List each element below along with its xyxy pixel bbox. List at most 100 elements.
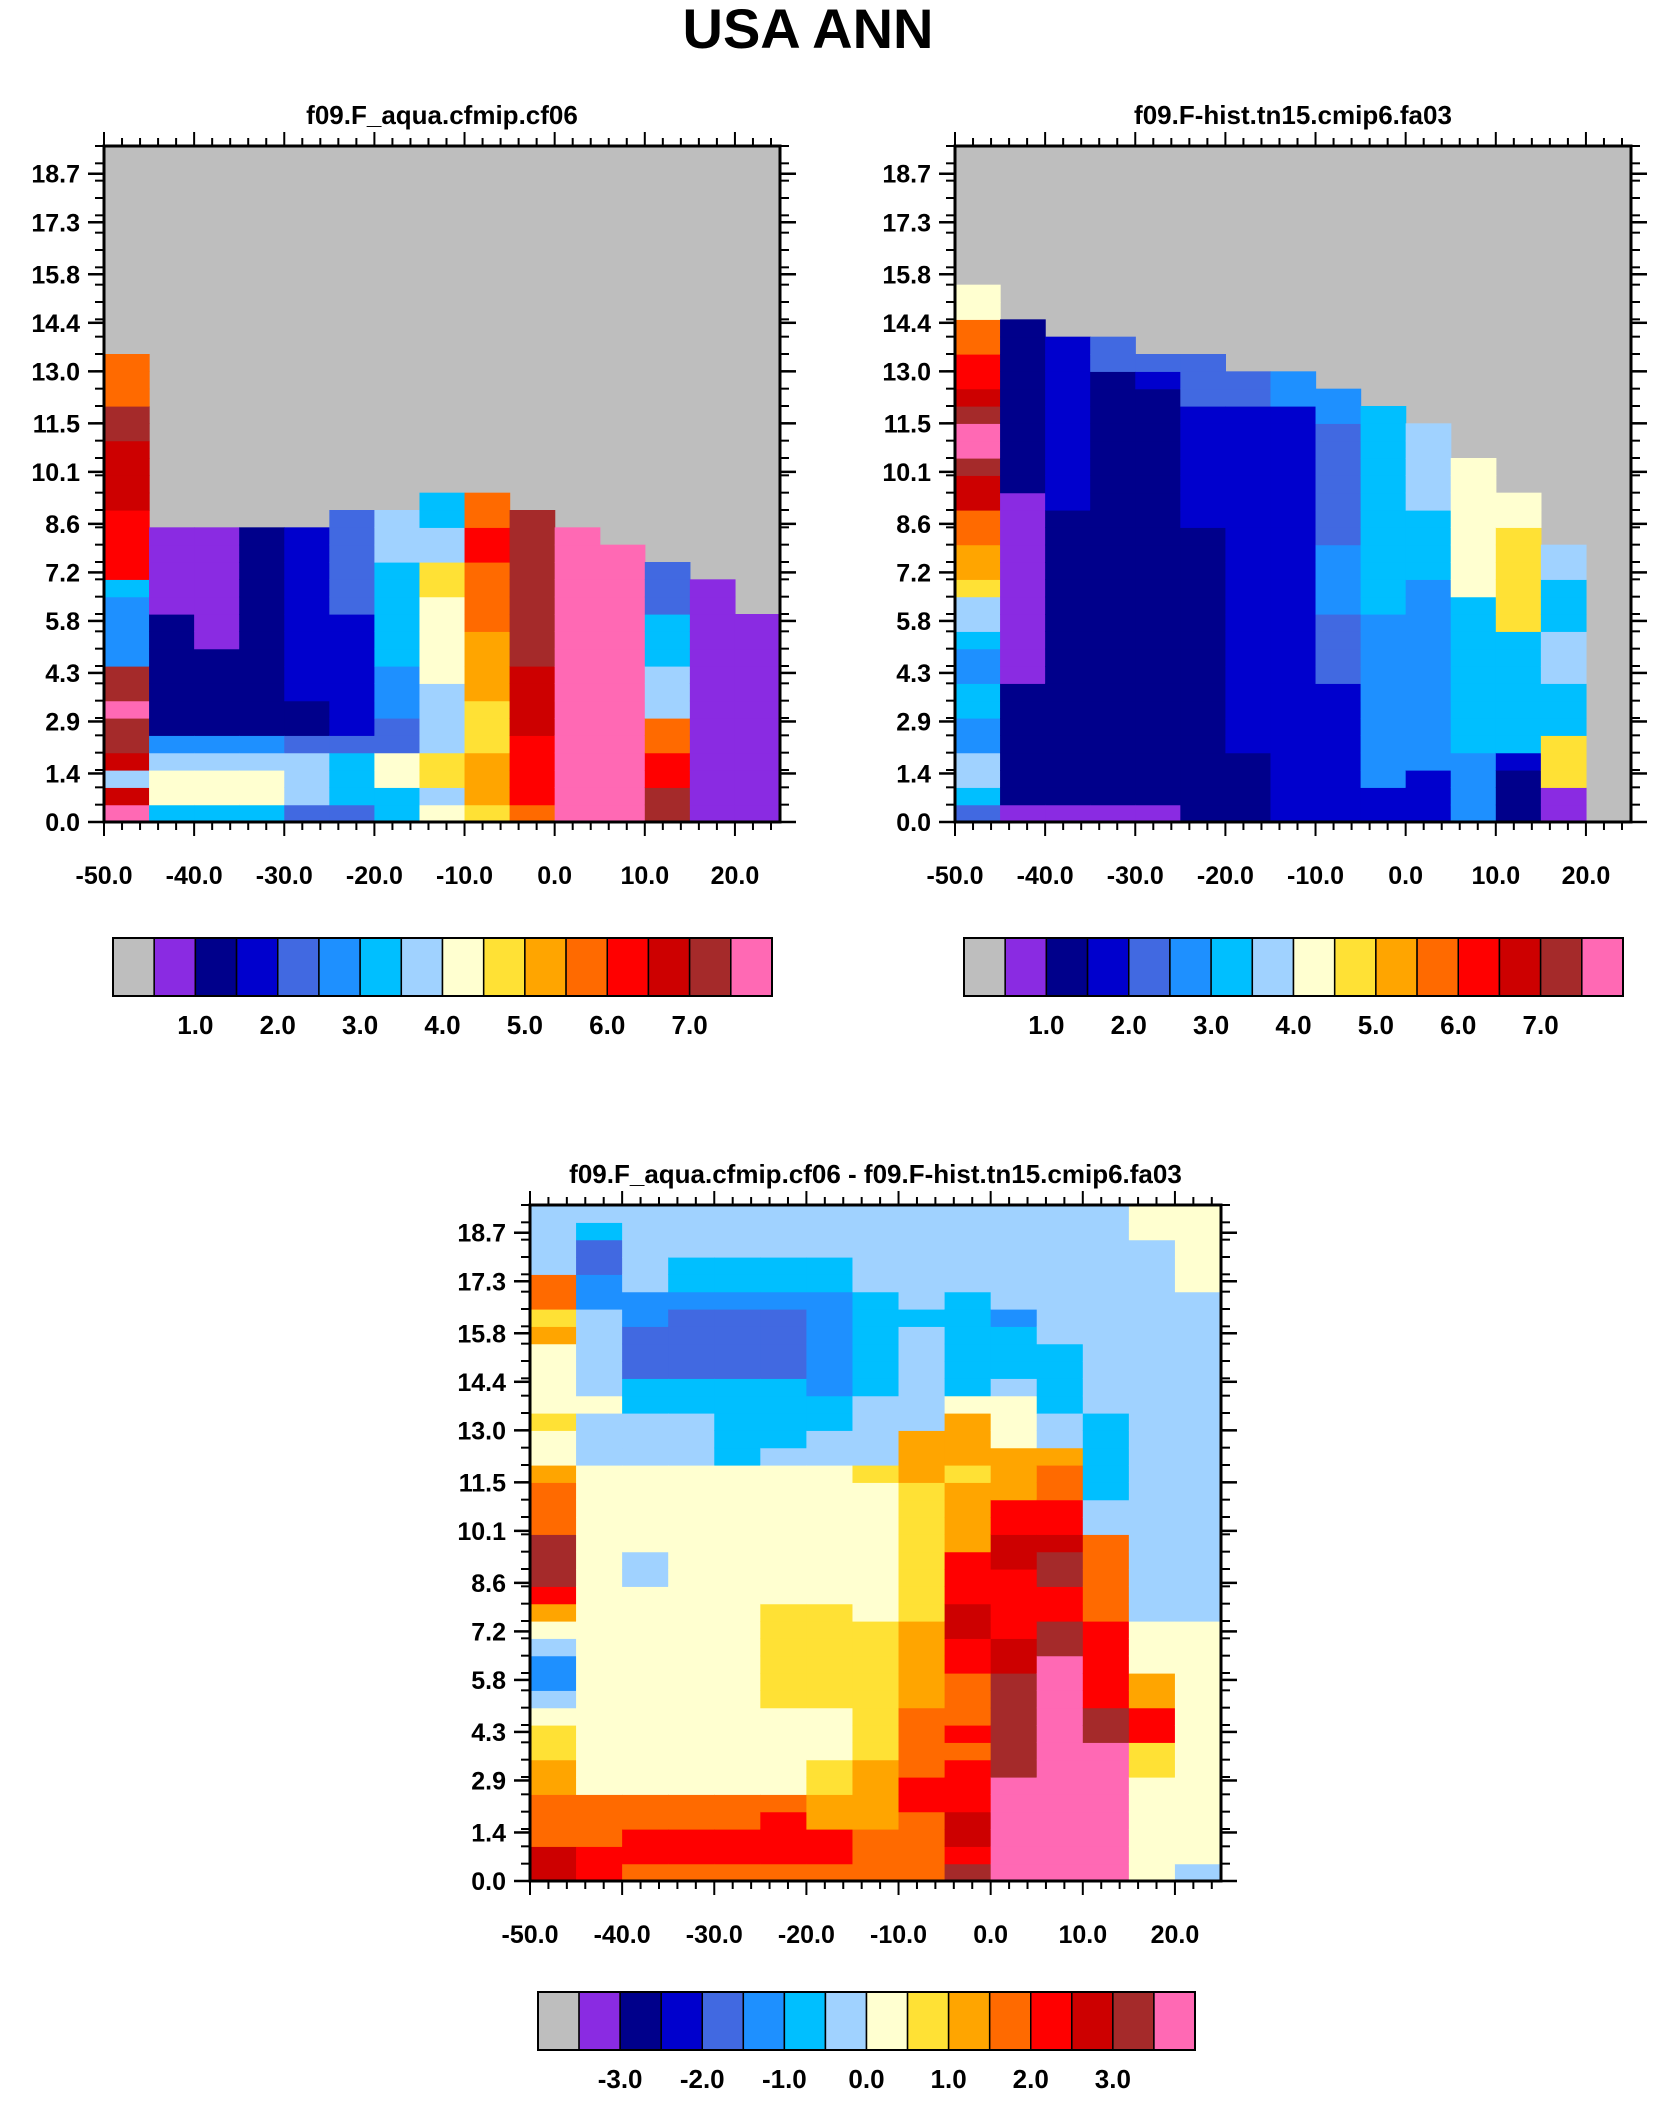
colorbar-swatch	[318, 937, 361, 997]
plot-frame	[102, 144, 782, 824]
heatmap-cell	[576, 1725, 623, 1743]
heatmap-cell	[530, 1725, 577, 1743]
heatmap-cell	[734, 648, 781, 667]
heatmap-cell	[1225, 770, 1272, 788]
heatmap-cell	[104, 735, 150, 754]
heatmap-cell	[239, 562, 285, 580]
heatmap-cell	[1128, 1239, 1176, 1258]
heatmap-cell	[1000, 683, 1046, 702]
heatmap-cell	[1036, 1673, 1084, 1691]
heatmap-cell	[760, 1447, 807, 1466]
heatmap-cell	[1128, 1777, 1176, 1795]
heatmap-cell	[1180, 631, 1226, 650]
heatmap-cell	[1128, 1655, 1176, 1674]
heatmap-cell	[239, 700, 285, 719]
heatmap-cell	[1405, 510, 1452, 528]
heatmap-cell	[576, 1222, 623, 1241]
heatmap-cell	[1135, 458, 1181, 476]
heatmap-cell	[239, 666, 285, 684]
heatmap-cell	[990, 1829, 1038, 1847]
heatmap-cell	[1360, 579, 1407, 598]
heatmap-cell	[104, 492, 150, 511]
heatmap-cell	[689, 700, 736, 719]
heatmap-cell	[419, 492, 466, 511]
heatmap-cell	[955, 544, 1001, 563]
heatmap-cell	[104, 354, 150, 372]
heatmap-cell	[898, 1777, 946, 1795]
heatmap-cell	[622, 1499, 669, 1518]
heatmap-cell	[806, 1586, 854, 1605]
heatmap-cell	[1082, 1482, 1130, 1501]
heatmap-cell	[714, 1361, 761, 1379]
heatmap-cell	[1000, 752, 1046, 771]
heatmap-cell	[898, 1291, 946, 1310]
heatmap-cell	[1180, 718, 1226, 736]
heatmap-cell	[760, 1863, 807, 1882]
heatmap-cell	[990, 1222, 1038, 1241]
heatmap-cell	[622, 1707, 669, 1726]
heatmap-cell	[944, 1222, 992, 1241]
heatmap-cell	[1360, 492, 1407, 511]
colorbar-swatch	[482, 937, 526, 997]
heatmap-cell	[1495, 666, 1542, 684]
heatmap-cell	[464, 510, 511, 528]
heatmap-cell	[955, 319, 1001, 338]
heatmap-cell	[599, 562, 646, 580]
heatmap-cell	[1135, 700, 1181, 719]
colorbar-swatch	[400, 937, 444, 997]
heatmap-cell	[1315, 492, 1362, 511]
colorbar-frame	[963, 937, 1624, 997]
heatmap-cell	[898, 1447, 946, 1466]
heatmap-cell	[284, 596, 330, 615]
heatmap-cell	[1450, 787, 1497, 806]
heatmap-cell	[806, 1569, 854, 1587]
heatmap-cell	[1000, 406, 1046, 424]
heatmap-cell	[714, 1569, 761, 1587]
heatmap-cell	[149, 631, 195, 650]
heatmap-cell	[419, 648, 466, 667]
heatmap-cell	[1315, 527, 1362, 546]
heatmap-cell	[1315, 440, 1362, 459]
heatmap-cell	[464, 700, 511, 719]
heatmap-cell	[955, 752, 1001, 771]
colorbar-swatch	[537, 1991, 580, 2051]
heatmap-cell	[1174, 1534, 1222, 1553]
heatmap-cell	[194, 804, 240, 823]
heatmap-cell	[530, 1621, 577, 1639]
heatmap-cell	[1036, 1690, 1084, 1709]
heatmap-cell	[1082, 1465, 1130, 1483]
heatmap-cell	[576, 1863, 623, 1882]
heatmap-cell	[990, 1205, 1038, 1223]
heatmap-cell	[530, 1326, 577, 1345]
heatmap-cell	[622, 1534, 669, 1553]
heatmap-cell	[1045, 752, 1091, 771]
heatmap-cell	[1174, 1430, 1222, 1449]
heatmap-cell	[955, 440, 1001, 459]
heatmap-cell	[509, 683, 556, 702]
heatmap-cell	[194, 527, 240, 546]
heatmap-cell	[239, 527, 285, 546]
heatmap-cell	[149, 562, 195, 580]
heatmap-cell	[1135, 735, 1181, 754]
heatmap-cell	[1135, 475, 1181, 494]
heatmap-cell	[668, 1603, 715, 1622]
heatmap-cell	[990, 1343, 1038, 1362]
heatmap-cell	[530, 1239, 577, 1258]
heatmap-cell	[1450, 527, 1497, 546]
heatmap-cell	[464, 631, 511, 650]
heatmap-cell	[1450, 804, 1497, 823]
heatmap-cell	[1495, 527, 1542, 546]
heatmap-cell	[714, 1343, 761, 1362]
heatmap-cell	[898, 1205, 946, 1223]
heatmap-cell	[944, 1395, 992, 1414]
heatmap-cell	[644, 718, 691, 736]
heatmap-cell	[760, 1759, 807, 1778]
heatmap-cell	[714, 1395, 761, 1414]
heatmap-cell	[760, 1621, 807, 1639]
heatmap-cell	[944, 1465, 992, 1483]
heatmap-cell	[1405, 614, 1452, 632]
heatmap-cell	[284, 544, 330, 563]
colorbar-swatch	[865, 1991, 909, 2051]
heatmap-cell	[1082, 1673, 1130, 1691]
heatmap-cell	[149, 787, 195, 806]
